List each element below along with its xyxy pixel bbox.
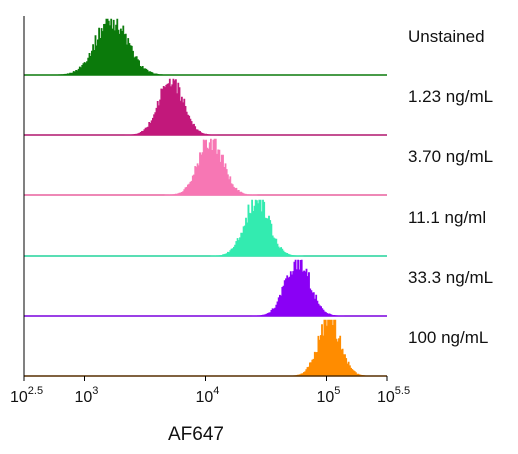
series-label: 3.70 ng/mL [408, 147, 494, 166]
x-tick-label: 105 [317, 385, 341, 406]
x-tick-label: 102.5 [10, 385, 43, 406]
histogram-layer [24, 18, 387, 377]
histogram-series-2 [24, 138, 387, 196]
histogram-series-5 [24, 319, 387, 377]
histogram-series-3 [24, 199, 387, 257]
histogram-area [51, 18, 172, 76]
histogram-area [251, 259, 345, 317]
series-label: 33.3 ng/mL [408, 268, 494, 287]
histogram-series-1 [24, 78, 387, 136]
x-tick-label: 105.5 [377, 385, 410, 406]
x-tick-label: 104 [196, 385, 220, 406]
x-tick-layer: 102.5 103 104 105 105.5 [10, 376, 410, 406]
histogram-area [164, 138, 258, 196]
series-label: 100 ng/mL [408, 328, 489, 347]
x-axis-label: AF647 [168, 424, 224, 445]
histogram-series-4 [24, 259, 387, 317]
series-label: Unstained [408, 27, 485, 46]
histogram-series-0 [24, 18, 387, 76]
histogram-area [210, 199, 304, 257]
histogram-area [124, 78, 218, 136]
series-label: 1.23 ng/mL [408, 87, 494, 106]
series-label: 11.1 ng/ml [408, 208, 487, 227]
x-tick-label: 103 [75, 385, 99, 406]
histogram-area [287, 319, 372, 377]
